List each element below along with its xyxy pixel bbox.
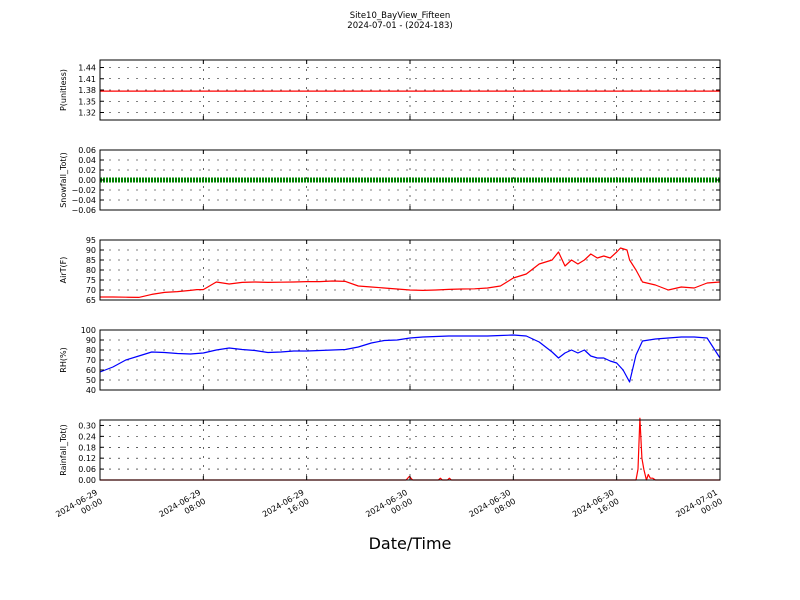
y-tick-label: −0.06 — [71, 206, 96, 215]
x-axis-label: Date/Time — [368, 534, 452, 553]
x-tick-label: 2024-06-2908:00 — [158, 488, 208, 528]
y-tick-label: 0.00 — [78, 476, 96, 485]
series-line — [100, 247, 721, 298]
y-tick-label: 0.04 — [78, 156, 96, 165]
y-tick-label: 90 — [86, 336, 96, 345]
y-tick-label: 80 — [86, 266, 96, 275]
series-line — [100, 417, 720, 481]
x-tick-label: 2024-06-3016:00 — [571, 488, 621, 528]
y-tick-label: 65 — [86, 296, 96, 305]
y-tick-label: 70 — [86, 356, 96, 365]
x-tick-label: 2024-06-2916:00 — [261, 488, 311, 528]
y-tick-label: −0.04 — [71, 196, 96, 205]
y-tick-label: 0.12 — [78, 454, 96, 463]
y-tick-label: 1.41 — [78, 75, 96, 84]
y-tick-label: 75 — [86, 276, 96, 285]
y-tick-label: 1.35 — [78, 97, 96, 106]
y-tick-label: 40 — [86, 386, 96, 395]
y-tick-label: 0.00 — [78, 176, 96, 185]
chart-panel-4: 0.00 0.06 0.12 0.18 0.24 0.30 Rainfall_Tot() — [59, 417, 721, 485]
y-tick-label: 85 — [86, 256, 96, 265]
y-tick-label: 0.02 — [78, 166, 96, 175]
y-tick-label: 0.30 — [78, 421, 96, 430]
y-axis-label: AirT(F) — [59, 257, 68, 284]
y-tick-label: 1.32 — [78, 109, 96, 118]
y-tick-label: 90 — [86, 246, 96, 255]
y-tick-label: 1.38 — [78, 86, 96, 95]
y-tick-label: 0.06 — [78, 465, 96, 474]
y-axis-label: P(unitless) — [59, 69, 68, 111]
x-tick-label: 2024-06-2900:00 — [54, 488, 104, 528]
y-tick-label: 60 — [86, 366, 96, 375]
chart-panel-1: −0.06−0.04−0.020.000.020.040.06 Snowfall_… — [59, 146, 721, 215]
y-axis-label: Snowfall_Tot() — [59, 152, 68, 208]
chart-panel-0: 1.32 1.35 1.38 1.41 1.44 P(unitless) — [59, 59, 721, 121]
y-tick-label: 80 — [86, 346, 96, 355]
x-tick-label: 2024-07-0100:00 — [674, 488, 724, 528]
y-axis-label: RH(%) — [59, 347, 68, 372]
y-tick-label: 0.24 — [78, 432, 96, 441]
figure-title: Site10_BayView_Fifteen — [349, 11, 451, 21]
y-tick-label: 0.06 — [78, 146, 96, 155]
x-tick-label: 2024-06-3008:00 — [468, 488, 518, 528]
y-tick-label: 0.18 — [78, 443, 96, 452]
y-tick-label: 95 — [86, 236, 96, 245]
y-axis-label: Rainfall_Tot() — [59, 424, 68, 476]
y-tick-label: 100 — [81, 326, 96, 335]
series-line — [99, 334, 721, 383]
y-tick-label: 1.44 — [78, 64, 96, 73]
y-tick-label: 70 — [86, 286, 96, 295]
y-tick-label: −0.02 — [71, 186, 96, 195]
x-tick-label: 2024-06-3000:00 — [364, 488, 414, 528]
y-tick-label: 50 — [86, 376, 96, 385]
figure-subtitle: 2024-07-01 - (2024-183) — [347, 21, 453, 31]
